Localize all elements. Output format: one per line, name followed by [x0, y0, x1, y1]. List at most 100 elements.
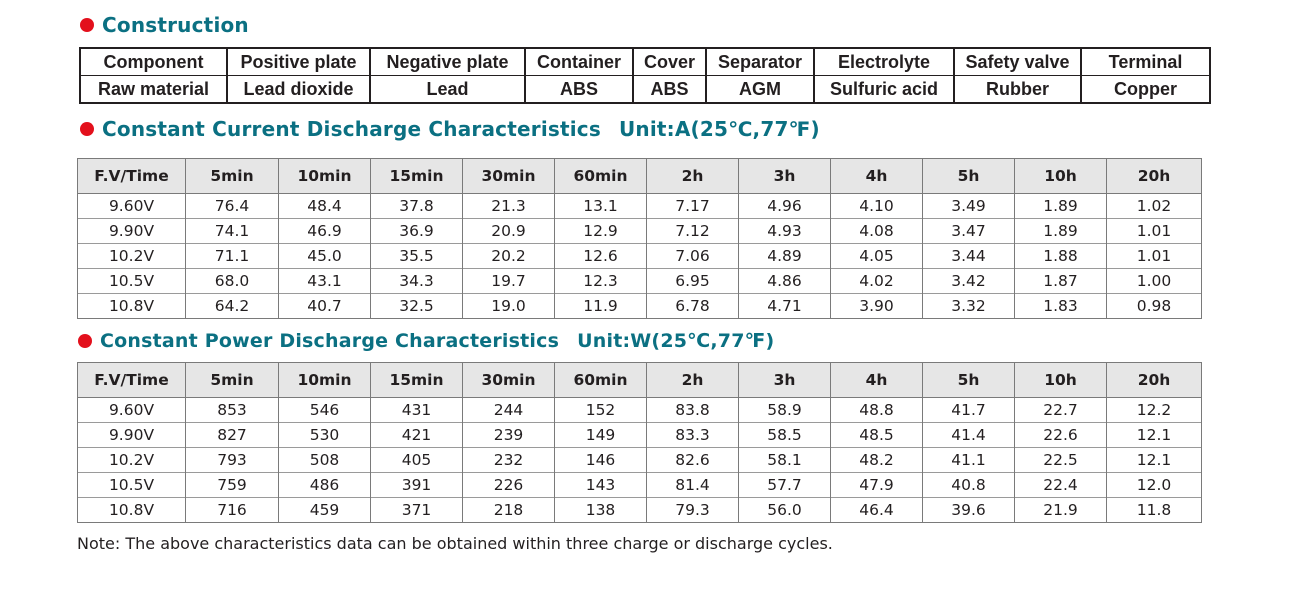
table-cell: 226: [462, 472, 555, 498]
column-header: 3h: [738, 362, 831, 398]
column-header: 15min: [370, 158, 463, 194]
final-voltage-cell: 10.5V: [77, 268, 186, 294]
red-bullet-icon: [80, 18, 94, 32]
table-cell: 82.6: [646, 447, 739, 473]
table-cell: Copper: [1080, 75, 1211, 104]
table-cell: Electrolyte: [813, 47, 955, 76]
table-cell: Safety valve: [953, 47, 1082, 76]
table-cell: 48.4: [278, 193, 371, 219]
table-cell: 152: [554, 397, 647, 423]
column-header: 20h: [1106, 158, 1202, 194]
table-cell: 530: [278, 422, 371, 448]
table-cell: Positive plate: [226, 47, 371, 76]
column-header: 5min: [185, 158, 279, 194]
table-cell: 20.9: [462, 218, 555, 244]
column-header: 4h: [830, 362, 923, 398]
table-cell: 41.7: [922, 397, 1015, 423]
table-cell: 1.89: [1014, 218, 1107, 244]
table-cell: 45.0: [278, 243, 371, 269]
final-voltage-cell: 9.90V: [77, 422, 186, 448]
table-cell: 391: [370, 472, 463, 498]
table-cell: 58.1: [738, 447, 831, 473]
table-cell: 508: [278, 447, 371, 473]
table-cell: 32.5: [370, 293, 463, 319]
table-cell: 74.1: [185, 218, 279, 244]
column-header: 5h: [922, 362, 1015, 398]
table-cell: 853: [185, 397, 279, 423]
power-discharge-heading: Constant Power Discharge Characteristics…: [78, 330, 774, 352]
table-cell: 76.4: [185, 193, 279, 219]
table-cell: 43.1: [278, 268, 371, 294]
table-cell: 1.88: [1014, 243, 1107, 269]
table-cell: 149: [554, 422, 647, 448]
table-row: 9.90V 827 530 421 239 149 83.3 58.5 48.5 41.4 22.6…: [77, 422, 1202, 448]
table-cell: 22.6: [1014, 422, 1107, 448]
column-header: 4h: [830, 158, 923, 194]
table-cell: 759: [185, 472, 279, 498]
column-header: 10min: [278, 362, 371, 398]
column-header: F.V/Time: [77, 158, 186, 194]
table-cell: 79.3: [646, 497, 739, 523]
table-cell: Separator: [705, 47, 815, 76]
table-cell: 57.7: [738, 472, 831, 498]
table-cell: 83.8: [646, 397, 739, 423]
column-header: 10min: [278, 158, 371, 194]
table-cell: 138: [554, 497, 647, 523]
table-cell: 12.3: [554, 268, 647, 294]
construction-table: Component Positive plate Negative plate …: [79, 47, 1211, 104]
table-cell: 4.96: [738, 193, 831, 219]
table-cell: 47.9: [830, 472, 923, 498]
column-header: 30min: [462, 362, 555, 398]
table-cell: 11.8: [1106, 497, 1202, 523]
column-header: F.V/Time: [77, 362, 186, 398]
table-cell: 12.1: [1106, 447, 1202, 473]
table-header-row: F.V/Time 5min 10min 15min 30min 60min 2h 3h 4h 5h…: [77, 158, 1202, 194]
current-discharge-unit: Unit:A(25℃,77℉): [618, 117, 820, 141]
table-cell: Cover: [632, 47, 707, 76]
table-cell: ABS: [632, 75, 707, 104]
table-cell: 431: [370, 397, 463, 423]
table-cell: 371: [370, 497, 463, 523]
table-cell: ABS: [524, 75, 634, 104]
table-cell: 1.01: [1106, 243, 1202, 269]
column-header: 60min: [554, 158, 647, 194]
table-cell: 58.9: [738, 397, 831, 423]
table-cell: 146: [554, 447, 647, 473]
table-cell: 35.5: [370, 243, 463, 269]
table-cell: 459: [278, 497, 371, 523]
table-cell: 405: [370, 447, 463, 473]
table-cell: 48.2: [830, 447, 923, 473]
table-cell: 41.4: [922, 422, 1015, 448]
table-header-row: F.V/Time 5min 10min 15min 30min 60min 2h 3h 4h 5h…: [77, 362, 1202, 398]
current-discharge-heading: Constant Current Discharge Characteristi…: [80, 117, 820, 141]
table-cell: 827: [185, 422, 279, 448]
column-header: 10h: [1014, 158, 1107, 194]
table-cell: 21.3: [462, 193, 555, 219]
table-cell: 12.2: [1106, 397, 1202, 423]
red-bullet-icon: [80, 122, 94, 136]
table-cell: 48.8: [830, 397, 923, 423]
table-cell: 3.47: [922, 218, 1015, 244]
table-cell: 1.02: [1106, 193, 1202, 219]
table-cell: AGM: [705, 75, 815, 104]
table-cell: Lead dioxide: [226, 75, 371, 104]
table-cell: 244: [462, 397, 555, 423]
table-cell: 46.9: [278, 218, 371, 244]
table-cell: 37.8: [370, 193, 463, 219]
final-voltage-cell: 9.90V: [77, 218, 186, 244]
table-row: 10.5V 759 486 391 226 143 81.4 57.7 47.9 40.8 22.4…: [77, 472, 1202, 498]
table-cell: 1.01: [1106, 218, 1202, 244]
table-cell: 48.5: [830, 422, 923, 448]
table-cell: 12.0: [1106, 472, 1202, 498]
table-cell: 46.4: [830, 497, 923, 523]
table-cell: 20.2: [462, 243, 555, 269]
table-row: 10.2V 71.1 45.0 35.5 20.2 12.6 7.06 4.89 4.05 3.4…: [77, 243, 1202, 269]
column-header: 60min: [554, 362, 647, 398]
table-cell: 0.98: [1106, 293, 1202, 319]
table-row: 9.90V 74.1 46.9 36.9 20.9 12.9 7.12 4.93 4.08 3.4…: [77, 218, 1202, 244]
table-cell: 239: [462, 422, 555, 448]
construction-heading: Construction: [80, 13, 249, 37]
table-cell: Sulfuric acid: [813, 75, 955, 104]
table-cell: Terminal: [1080, 47, 1211, 76]
table-cell: 19.7: [462, 268, 555, 294]
